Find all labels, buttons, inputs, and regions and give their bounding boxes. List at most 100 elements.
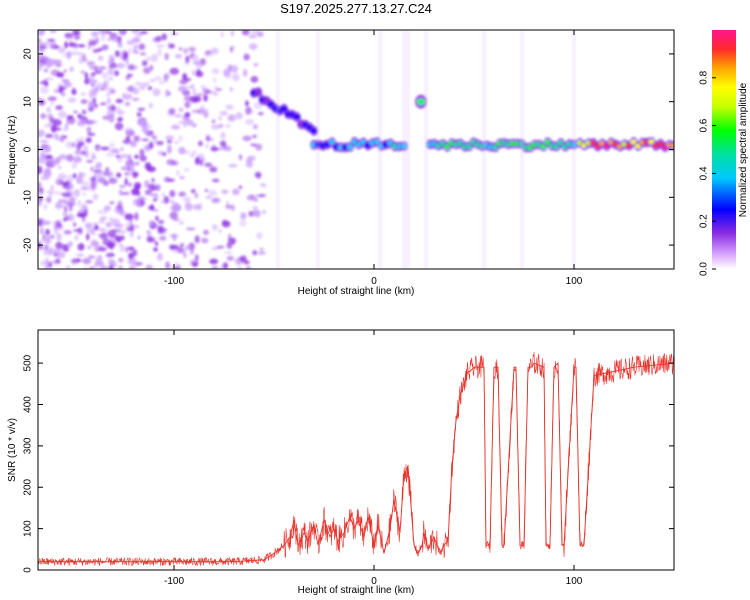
- spectrogram-noise-cell: [48, 261, 52, 269]
- spectrogram-noise-cell: [120, 191, 130, 195]
- spectrogram-noise-cell: [227, 114, 236, 122]
- spectrogram-noise-cell: [42, 170, 52, 178]
- spectrogram-noise-cell: [167, 141, 172, 148]
- spectrogram-noise-cell: [65, 140, 72, 149]
- spectrogram-noise-cell: [40, 260, 46, 266]
- spectrogram-noise-cell: [55, 257, 61, 264]
- spectrogram-noise-cell: [200, 85, 206, 89]
- spectrogram-noise-cell: [203, 229, 209, 235]
- spectrogram-noise-cell: [211, 178, 220, 183]
- snr-y-tick-label: 200: [23, 478, 34, 495]
- spectrogram-noise-cell: [57, 165, 62, 170]
- spectrogram-noise-cell: [218, 116, 223, 121]
- spectrogram-noise-cell: [81, 214, 86, 223]
- spectrogram-noise-cell: [124, 101, 131, 106]
- spectrogram-noise-cell: [98, 247, 107, 252]
- spectrogram-noise-cell: [252, 134, 257, 139]
- spectrogram-noise-cell: [179, 47, 183, 51]
- snr-y-label: SNR (10 * v/v): [7, 418, 18, 482]
- spectrogram-noise-cell: [165, 261, 170, 269]
- spectrogram-noise-cell: [41, 220, 51, 226]
- spectrogram-noise-cell: [108, 177, 118, 185]
- snr-x-tick-label: 0: [371, 576, 377, 587]
- spectrogram-noise-cell: [39, 227, 44, 235]
- spectrogram-noise-cell: [179, 242, 185, 248]
- spectrogram-noise-cell: [44, 82, 49, 87]
- spectrogram-noise-cell: [191, 109, 201, 114]
- spectrogram-noise-cell: [145, 264, 153, 269]
- spectrogram-noise-cell: [80, 92, 86, 96]
- spectrogram-noise-cell: [134, 212, 139, 221]
- spectrogram-noise-cell: [182, 86, 192, 89]
- spectrogram-noise-cell: [223, 68, 231, 77]
- spectrogram-noise-cell: [221, 189, 229, 194]
- spectrogram-noise-cell: [225, 123, 231, 129]
- spectrogram-noise-cell: [88, 119, 98, 124]
- spectrogram-noise-cell: [199, 108, 209, 112]
- spectrogram-noise-cell: [105, 167, 110, 173]
- spectrogram-noise-cell: [66, 174, 74, 183]
- spectrogram-noise-cell: [214, 85, 218, 91]
- spectrogram-noise-cell: [144, 124, 152, 129]
- spectrogram-noise-cell: [84, 222, 93, 228]
- spectrogram-y-axis: -20 -10 0 10 20: [23, 48, 674, 252]
- spectrogram-noise-cell: [45, 228, 51, 236]
- spectrogram-noise-cell: [117, 156, 123, 163]
- spectrogram-y-tick-label: 0: [23, 146, 34, 152]
- spectrogram-noise-cell: [123, 93, 133, 100]
- spectrogram-noise-cell: [86, 233, 90, 241]
- spectrogram-noise-cell: [143, 67, 151, 74]
- spectrogram-noise-cell: [246, 194, 256, 201]
- spectrogram-noise-cell: [139, 155, 147, 162]
- spectrogram-noise-cell: [117, 243, 124, 247]
- spectrogram-noise-cell: [68, 203, 73, 212]
- spectrogram-noise-cell: [124, 246, 129, 253]
- spectrogram-noise-cell: [97, 176, 106, 184]
- spectrogram-x-axis: -100 0 100: [164, 30, 583, 287]
- spectrogram-noise-cell: [50, 124, 57, 133]
- spectrogram-noise-cell: [105, 221, 112, 228]
- spectrogram-noise-cell: [71, 89, 77, 95]
- spectrogram-noise-cell: [210, 124, 220, 130]
- spectrogram-noise-cell: [220, 131, 226, 139]
- spectrogram-noise-cell: [253, 124, 258, 130]
- spectrogram-noise-cell: [44, 243, 49, 251]
- spectrogram-noise-cell: [46, 234, 51, 242]
- spectrogram-noise-cell: [148, 141, 154, 149]
- spectrogram-noise-cell: [55, 178, 60, 186]
- spectrogram-noise-cell: [63, 229, 72, 235]
- spectrogram-noise-cell: [149, 205, 155, 211]
- spectrogram-noise-cell: [192, 150, 197, 154]
- spectrogram-noise-cell: [76, 143, 82, 151]
- spectrogram-noise-cell: [80, 186, 90, 191]
- spectrogram-noise-cell: [91, 179, 98, 187]
- spectrogram-noise-cell: [117, 36, 122, 42]
- spectrogram-noise-cell: [150, 54, 158, 63]
- spectrogram-noise-cell: [223, 250, 233, 255]
- spectrogram-noise-cell: [64, 41, 69, 49]
- spectrogram-noise-cell: [213, 77, 217, 84]
- spectrogram-noise-cell: [81, 151, 86, 155]
- spectrogram-noise-cell: [57, 110, 68, 119]
- spectrogram-noise-cell: [245, 100, 249, 107]
- spectrogram-noise-cell: [133, 47, 137, 53]
- spectrogram-noise-cell: [75, 138, 81, 144]
- spectrogram-noise-cell: [38, 97, 43, 101]
- spectrogram-noise-cell: [178, 191, 186, 197]
- spectrogram-noise-cell: [246, 266, 251, 269]
- spectrogram-noise-cell: [99, 102, 107, 106]
- spectrogram-noise-cell: [41, 42, 52, 46]
- spectrogram-noise-cell: [165, 135, 175, 141]
- spectrogram-noise-cell: [185, 227, 196, 231]
- spectrogram-noise-cell: [92, 222, 99, 226]
- spectrogram-noise-cell: [53, 226, 59, 235]
- colorbar-gradient: [712, 30, 736, 269]
- spectrogram-noise-cell: [120, 30, 125, 33]
- spectrogram-noise-cell: [56, 136, 63, 141]
- snr-x-label: Height of straight line (km): [298, 585, 415, 596]
- colorbar: 0.0 0.2 0.4 0.6 0.8 Normalized spectral ampl…: [699, 30, 749, 276]
- spectrogram-noise-cell: [156, 252, 163, 261]
- spectrogram-noise-cell: [77, 176, 84, 184]
- spectrogram-noise-cell: [111, 218, 121, 227]
- spectrogram-noise-cell: [227, 237, 237, 245]
